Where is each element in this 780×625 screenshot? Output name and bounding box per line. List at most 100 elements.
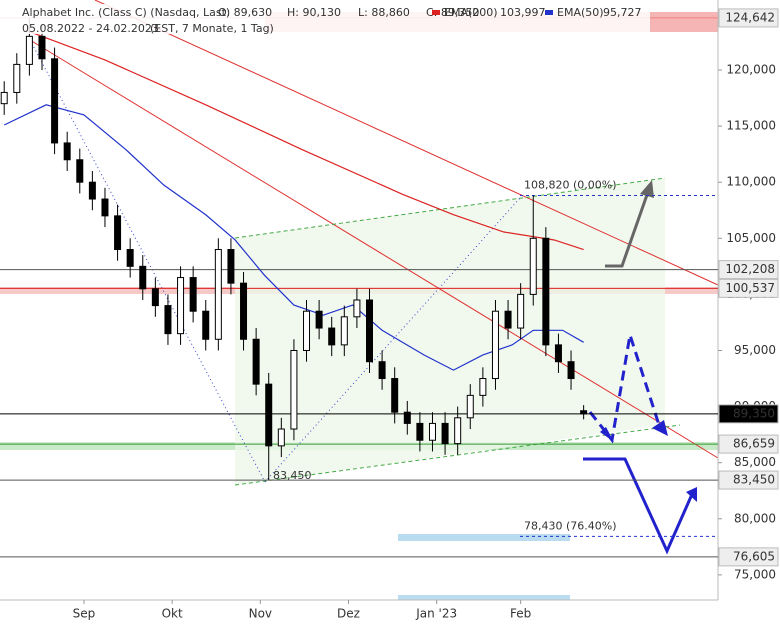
header-bg [0,4,650,34]
ohlc: C: 89,350 [426,6,479,19]
title: Alphabet Inc. (Class C) (Nasdaq, Last) [22,6,230,19]
ema-line [3,104,584,371]
channel-fill [235,178,665,485]
candle-body [403,411,411,424]
subtitle: (EST, 7 Monate, 1 Tag) [150,22,274,35]
subtitle: 05.08.2022 - 24.02.2023 [22,22,159,35]
candle-body [378,361,386,380]
legend-name: EMA(200) [444,6,498,19]
fib-label: 78,430 (76.40%) [524,519,617,532]
candle-body [542,237,550,346]
candle-body [88,181,96,200]
trend-line [29,39,719,459]
level-label: 89,350 [733,406,775,420]
arrow-head [600,427,614,442]
y-tick-label: 80,000 [734,511,776,525]
candle-body [151,288,159,307]
level-label: 83,450 [733,473,775,487]
plot: 75,00080,00085,00090,00095,000100,000105… [0,17,776,621]
candle-body [529,237,537,295]
candle-body [504,310,512,329]
low-label: 83,450 [273,469,312,482]
level-box [718,547,779,567]
y-tick-label: 75,000 [734,567,776,581]
candle-body [265,383,273,447]
level-box [718,434,779,454]
candle-body [567,361,575,380]
legend-name: EMA(50) [557,6,604,19]
candle-body [580,410,588,415]
arrow-head [640,180,654,198]
candle-body [25,35,33,65]
candle-body [51,58,59,144]
candle-body [177,277,185,335]
candle-body [38,35,46,60]
ohlc: H: 90,130 [287,6,341,19]
channel-line [234,177,666,239]
ema-line [24,29,584,251]
y-tick-label: 85,000 [734,455,776,469]
candle-body [189,277,197,312]
candle-body [303,310,311,351]
arrow-head [652,420,668,436]
level-box [718,404,779,424]
candle-body [517,293,525,329]
candle-body [227,249,235,284]
legend-value: 103,997 [500,6,546,19]
candle-body [252,338,260,385]
legend-swatch [545,10,553,15]
y-tick-label: 110,000 [726,175,776,189]
candle-body [353,299,361,318]
candle-body [240,282,248,340]
x-tick-label: Nov [249,607,272,621]
candle-body [315,310,323,329]
scenario-arrow [583,457,695,555]
level-box [718,260,779,280]
arrow-head [686,487,697,502]
candle-body [340,316,348,346]
candle-body [202,310,210,340]
candle-body [554,344,562,363]
candle-body [416,422,424,441]
candle-body [328,327,336,346]
target-band [398,595,570,600]
candle-body [126,249,134,267]
x-tick-label: Sep [73,607,96,621]
legend-swatch [432,10,440,15]
x-tick-label: Dez [337,607,360,621]
level-label: 102,208 [725,262,775,276]
scenario-arrow [588,334,662,444]
level-label: 100,537 [725,281,775,295]
candle-body [277,428,285,447]
candle-body [428,422,436,441]
target-band [398,534,570,541]
candle-body [466,394,474,419]
candle-body [479,378,487,396]
candle-body [63,142,71,161]
level-box [718,470,779,490]
candle-body [101,198,109,217]
candle-body [76,159,84,183]
trend-line [94,0,719,286]
level-label: 76,605 [733,549,775,563]
level-label: 124,642 [725,10,775,24]
candle-body [491,310,499,380]
candle-body [114,215,122,251]
scenario-arrow [605,191,650,268]
y-tick-label: 105,000 [726,231,776,245]
level-label: 86,659 [733,437,775,451]
ohlc: O: 89,630 [218,6,272,19]
candle-body [0,91,8,105]
candle-body [214,249,222,340]
x-tick-label: Jan '23 [415,607,457,621]
level-box [718,8,779,28]
y-tick-label: 120,000 [726,63,776,77]
candle-body [391,378,399,413]
fib-label: 108,820 (0,00%) [524,178,617,191]
y-tick-label: 115,000 [726,119,776,133]
candle-body [164,305,172,335]
candle-body [290,349,298,430]
candle-body [13,63,21,93]
candle-body [454,417,462,445]
